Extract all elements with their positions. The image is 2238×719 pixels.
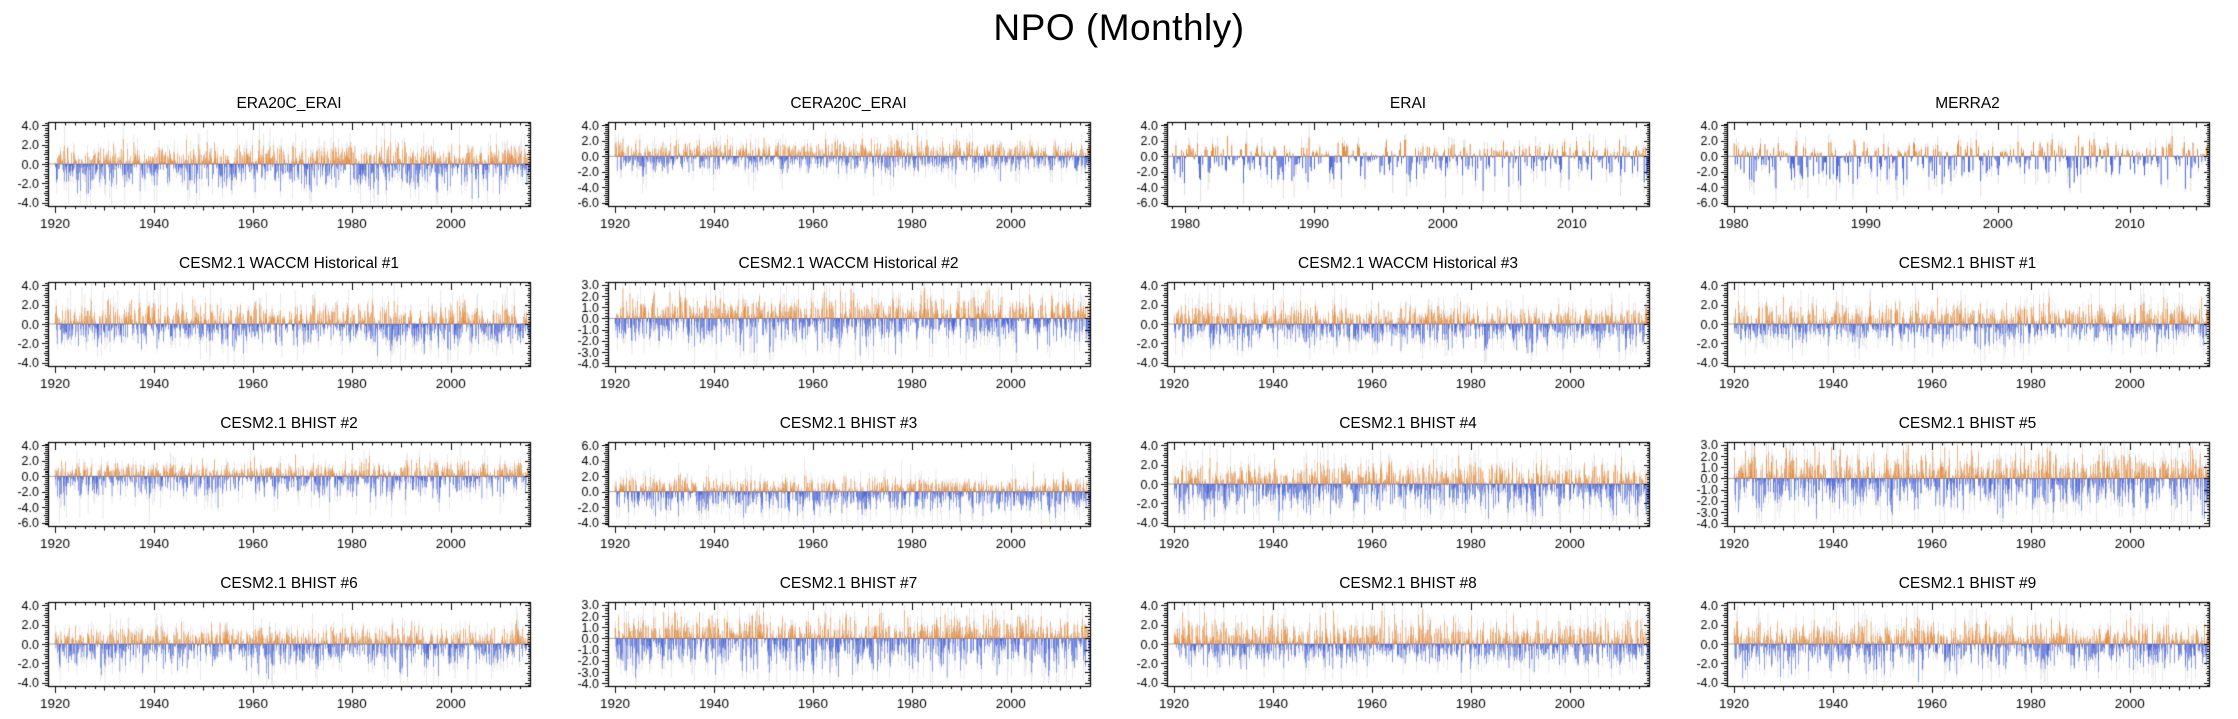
panel-title: CESM2.1 BHIST #3 — [779, 415, 918, 432]
panel-title: CESM2.1 BHIST #5 — [1898, 415, 2037, 432]
panel-title: CESM2.1 WACCM Historical #3 — [1298, 255, 1518, 272]
plot-canvas — [1119, 276, 1678, 398]
panel-title: CESM2.1 BHIST #6 — [220, 575, 358, 592]
chart-panel-cesm2-1-bhist-3: CESM2.1 BHIST #3 — [559, 380, 1120, 558]
panel-title: CESM2.1 BHIST #4 — [1339, 415, 1477, 432]
chart-panel-cesm2-1-bhist-7: CESM2.1 BHIST #7 — [559, 540, 1120, 718]
plot-canvas — [559, 276, 1119, 398]
chart-panel-cesm2-1-waccm-historical-3: CESM2.1 WACCM Historical #3 — [1119, 220, 1679, 398]
chart-panel-cesm2-1-waccm-historical-1: CESM2.1 WACCM Historical #1 — [0, 220, 560, 398]
plot-canvas — [0, 116, 559, 238]
plot-canvas — [559, 436, 1119, 558]
panel-title: CESM2.1 BHIST #1 — [1898, 255, 2037, 272]
panel-title: CESM2.1 BHIST #7 — [779, 575, 918, 592]
chart-panel-cesm2-1-bhist-9: CESM2.1 BHIST #9 — [1678, 540, 2238, 718]
plot-canvas — [1678, 276, 2238, 398]
panel-title: MERRA2 — [1935, 95, 2000, 112]
chart-panel-erai: ERAI — [1119, 60, 1679, 238]
chart-panel-cesm2-1-waccm-historical-2: CESM2.1 WACCM Historical #2 — [559, 220, 1120, 398]
panel-title: CESM2.1 BHIST #8 — [1339, 575, 1477, 592]
page-title: NPO (Monthly) — [993, 7, 1245, 48]
chart-panel-cesm2-1-bhist-2: CESM2.1 BHIST #2 — [0, 380, 560, 558]
chart-panel-merra2: MERRA2 — [1678, 60, 2238, 238]
chart-panel-cesm2-1-bhist-5: CESM2.1 BHIST #5 — [1678, 380, 2238, 558]
panel-title: CERA20C_ERAI — [790, 95, 907, 112]
plot-canvas — [559, 596, 1119, 718]
chart-panel-cesm2-1-bhist-8: CESM2.1 BHIST #8 — [1119, 540, 1679, 718]
plot-canvas — [1119, 596, 1678, 718]
plot-canvas — [0, 596, 559, 718]
chart-panel-cesm2-1-bhist-1: CESM2.1 BHIST #1 — [1678, 220, 2238, 398]
chart-panel-cesm2-1-bhist-6: CESM2.1 BHIST #6 — [0, 540, 560, 718]
plot-canvas — [1678, 436, 2238, 558]
plot-canvas — [1678, 116, 2238, 238]
panel-title: CESM2.1 WACCM Historical #2 — [738, 255, 959, 272]
chart-panel-era20c-erai: ERA20C_ERAI — [0, 60, 560, 238]
panel-title: ERA20C_ERAI — [236, 95, 342, 112]
panel-title: ERAI — [1389, 95, 1427, 112]
plot-canvas — [1119, 436, 1678, 558]
panel-title: CESM2.1 BHIST #9 — [1898, 575, 2037, 592]
panel-grid: ERA20C_ERAI CERA20C_ERAI ERAI MERRA2 CESM2.1… — [0, 60, 2238, 719]
panel-title: CESM2.1 BHIST #2 — [220, 415, 358, 432]
plot-canvas — [559, 116, 1119, 238]
plot-canvas — [1119, 116, 1678, 238]
chart-panel-cera20c-erai: CERA20C_ERAI — [559, 60, 1120, 238]
plot-canvas — [1678, 596, 2238, 718]
plot-canvas — [0, 276, 559, 398]
panel-title: CESM2.1 WACCM Historical #1 — [179, 255, 399, 272]
chart-panel-cesm2-1-bhist-4: CESM2.1 BHIST #4 — [1119, 380, 1679, 558]
plot-canvas — [0, 436, 559, 558]
